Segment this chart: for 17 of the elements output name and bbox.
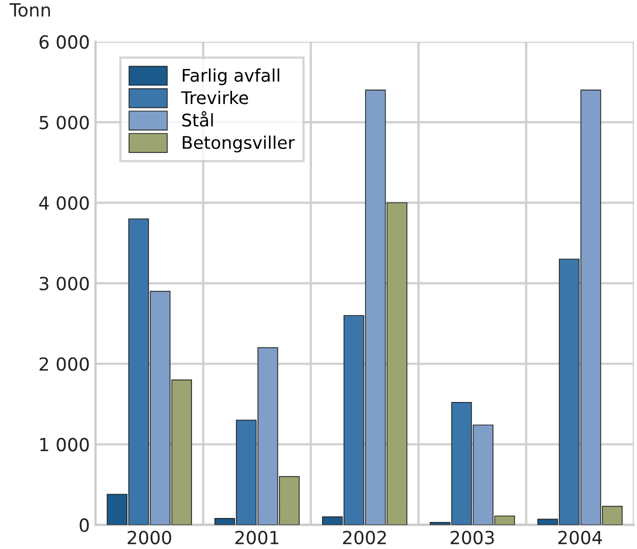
y-tick-label: 3 000 bbox=[40, 276, 89, 290]
y-tick-label: 6 000 bbox=[40, 35, 89, 49]
x-tick-label: 2001 bbox=[235, 530, 278, 544]
x-tick-label: 2004 bbox=[558, 530, 602, 544]
y-tick-label: 4 000 bbox=[39, 196, 89, 210]
y-tick-label: 2 000 bbox=[40, 357, 89, 371]
legend-label: Farlig avfall bbox=[182, 68, 280, 86]
x-tick-label: 2002 bbox=[343, 530, 386, 544]
y-axis-title: Tonn bbox=[10, 3, 50, 17]
y-tick-label: 1 000 bbox=[40, 438, 89, 452]
y-tick-label: 0 bbox=[80, 518, 89, 532]
legend-label: Stål bbox=[182, 111, 213, 127]
y-tick-label: 5 000 bbox=[40, 116, 89, 130]
legend-label: Betongsviller bbox=[182, 136, 295, 152]
x-tick-label: 2000 bbox=[128, 530, 172, 544]
x-tick-label: 2003 bbox=[450, 530, 494, 544]
legend-label: Trevirke bbox=[181, 90, 248, 104]
